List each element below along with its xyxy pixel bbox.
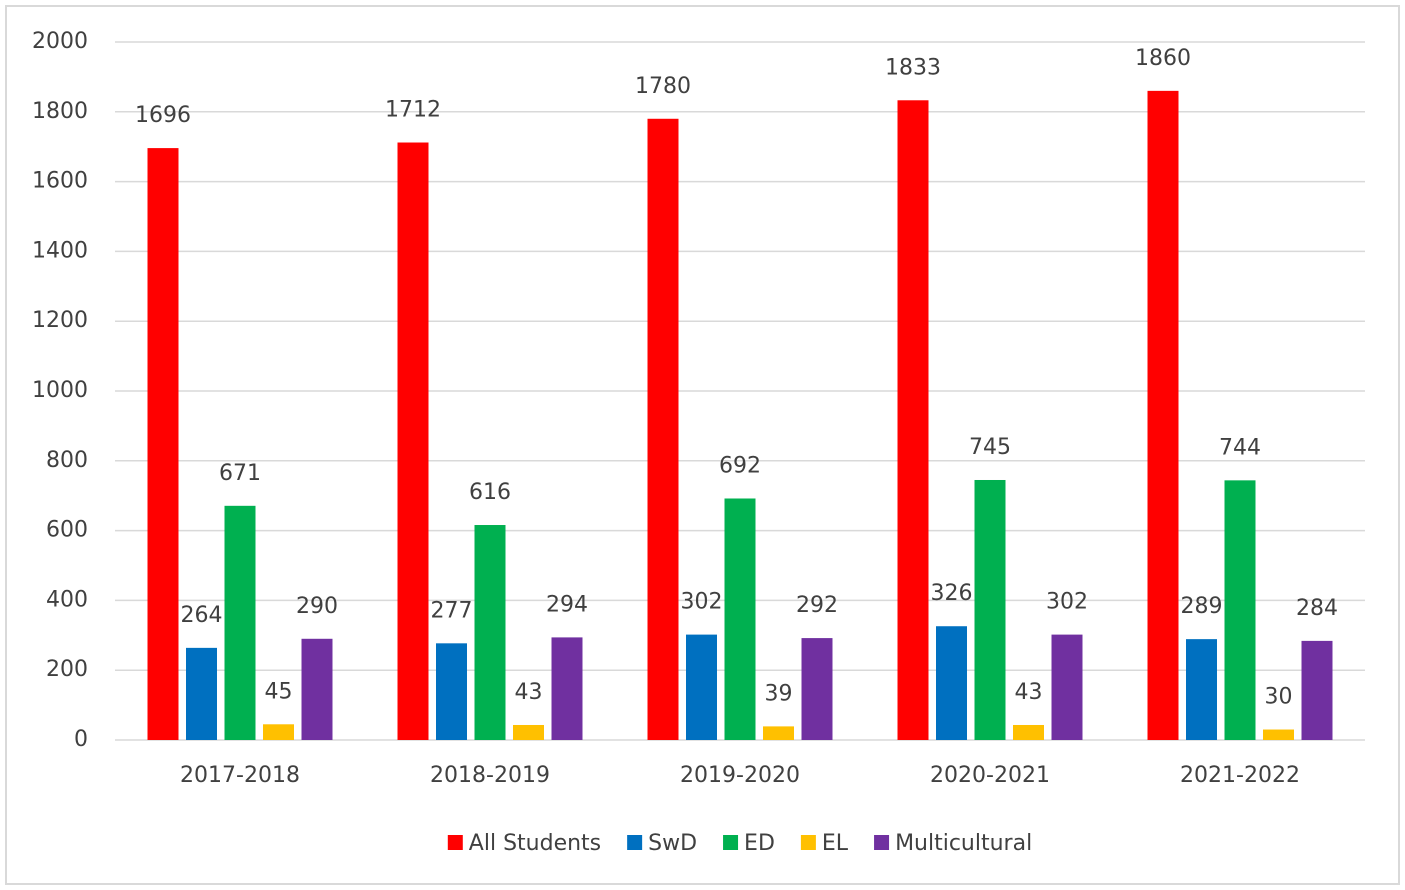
- data-label: 1696: [135, 103, 191, 128]
- legend-label: SwD: [648, 831, 697, 856]
- y-tick-label: 1000: [32, 378, 88, 403]
- data-label: 744: [1219, 435, 1261, 460]
- bar: [974, 479, 1006, 740]
- bar: [513, 724, 544, 740]
- x-tick-label: 2017-2018: [180, 763, 300, 788]
- bar: [686, 634, 717, 740]
- y-tick-label: 600: [46, 518, 88, 543]
- legend-swatch: [723, 835, 739, 850]
- bar: [1051, 634, 1083, 740]
- legend-label: EL: [822, 831, 849, 856]
- x-tick-label: 2021-2022: [1180, 763, 1300, 788]
- y-tick-label: 1400: [32, 238, 88, 263]
- bar: [724, 498, 756, 740]
- legend-label: All Students: [469, 831, 601, 856]
- data-label: 1712: [385, 98, 441, 123]
- data-label: 277: [431, 598, 473, 623]
- bar: [897, 100, 929, 740]
- legend-swatch: [874, 835, 890, 850]
- bar: [1013, 724, 1044, 740]
- legend-swatch: [800, 835, 816, 850]
- bar: [436, 643, 467, 740]
- bar: [801, 638, 833, 740]
- legend-swatch: [447, 835, 463, 850]
- bar: [551, 637, 583, 740]
- data-label: 302: [681, 590, 723, 615]
- data-label: 671: [219, 461, 261, 486]
- y-tick-label: 2000: [32, 29, 88, 54]
- bar: [186, 647, 217, 740]
- data-label: 294: [546, 592, 588, 617]
- bar: [397, 142, 429, 741]
- y-tick-label: 1600: [32, 169, 88, 194]
- chart-frame: [5, 5, 1400, 885]
- y-tick-label: 0: [74, 727, 88, 752]
- data-label: 43: [515, 680, 543, 705]
- data-label: 30: [1265, 685, 1293, 710]
- x-tick-label: 2019-2020: [680, 763, 800, 788]
- bar: [474, 525, 506, 740]
- legend-label: Multicultural: [895, 831, 1032, 856]
- data-label: 39: [765, 681, 793, 706]
- bar: [1301, 640, 1333, 740]
- data-label: 1833: [885, 55, 941, 80]
- bar: [1263, 729, 1294, 740]
- bar: [224, 505, 256, 740]
- bar: [763, 726, 794, 740]
- data-label: 289: [1181, 594, 1223, 619]
- bar: [263, 724, 294, 740]
- bar: [147, 148, 179, 740]
- data-label: 284: [1296, 596, 1338, 621]
- y-tick-label: 1200: [32, 308, 88, 333]
- data-label: 326: [931, 581, 973, 606]
- x-tick-label: 2018-2019: [430, 763, 550, 788]
- bar: [1224, 480, 1256, 740]
- bar: [647, 118, 679, 740]
- data-label: 616: [469, 480, 511, 505]
- data-label: 692: [719, 453, 761, 478]
- y-tick-label: 400: [46, 587, 88, 612]
- legend-label: ED: [744, 831, 775, 856]
- bar: [1186, 639, 1217, 740]
- data-label: 1860: [1135, 46, 1191, 71]
- data-label: 1780: [635, 74, 691, 99]
- data-label: 43: [1015, 680, 1043, 705]
- y-tick-label: 800: [46, 448, 88, 473]
- data-label: 292: [796, 593, 838, 618]
- bar: [936, 626, 967, 740]
- y-tick-label: 1800: [32, 99, 88, 124]
- data-label: 745: [969, 435, 1011, 460]
- bar: [1147, 90, 1179, 741]
- data-label: 264: [181, 603, 223, 628]
- data-label: 302: [1046, 590, 1088, 615]
- x-tick-label: 2020-2021: [930, 763, 1050, 788]
- data-label: 290: [296, 594, 338, 619]
- bar: [301, 638, 333, 740]
- data-label: 45: [265, 679, 293, 704]
- y-tick-label: 200: [46, 657, 88, 682]
- legend-swatch: [627, 835, 643, 850]
